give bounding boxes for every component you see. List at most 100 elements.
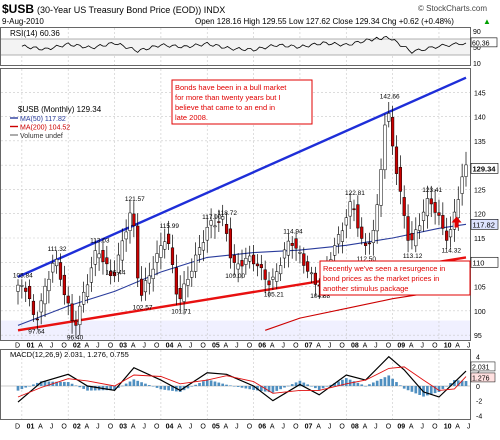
x-tick-label: A	[363, 424, 368, 431]
x-tick-label: 08	[351, 424, 359, 431]
macd-histogram-bar	[321, 386, 325, 389]
price-tick-label: 100	[474, 309, 486, 316]
price-title: $USB (Monthly) 129.34	[18, 105, 102, 114]
candle-body	[66, 295, 70, 304]
callout-box	[171, 79, 313, 125]
x-tick-label: O	[432, 343, 438, 350]
rsi-value-tag	[470, 37, 498, 48]
price-tag	[470, 219, 499, 230]
price-tick-label: 140	[474, 115, 486, 122]
x-tick-label: A	[177, 424, 182, 431]
callout-text: late 2008.	[175, 113, 208, 122]
candle-body	[244, 257, 248, 265]
candle-body	[379, 169, 383, 206]
x-tick-label: A	[224, 424, 229, 431]
candle-body	[429, 198, 433, 205]
price-value-label: 113.12	[403, 253, 423, 260]
candle-body	[340, 230, 345, 242]
macd-histogram-bar	[371, 382, 375, 386]
candle-body	[105, 257, 109, 265]
price-value-label: 102.57	[133, 304, 153, 311]
rsi-value-label: 60.36	[472, 40, 490, 47]
macd-title: MACD(12,26,9) 2.031, 1.276, 0.755	[10, 350, 129, 359]
macd-histogram-bar	[410, 386, 414, 392]
x-tick-label: J	[189, 343, 193, 350]
candle-body	[186, 279, 190, 286]
macd-histogram-bar	[70, 383, 74, 386]
price-value-label: 114.32	[442, 247, 462, 254]
x-tick-label: D	[15, 424, 20, 431]
macd-histogram-bar	[198, 382, 201, 386]
candle-body	[360, 226, 364, 239]
candle-body	[275, 271, 279, 282]
macd-histogram-bar	[341, 379, 344, 386]
macd-histogram-bar	[140, 382, 143, 386]
x-tick-label: J	[142, 343, 146, 350]
macd-histogram-bar	[109, 386, 113, 391]
legend-entry: MA(50) 117.82	[20, 116, 66, 123]
macd-tick-label: 0	[476, 384, 480, 391]
macd-histogram-bar	[395, 382, 398, 386]
candle-body	[116, 254, 121, 273]
macd-histogram-bar	[63, 381, 66, 386]
macd-tick-label: -4	[476, 413, 482, 420]
macd-histogram-bar	[59, 381, 62, 386]
macd-histogram-bar	[167, 386, 170, 391]
candle-body	[209, 220, 213, 226]
macd-histogram-bar	[221, 383, 225, 386]
macd-value-label: 2.031	[472, 364, 490, 371]
quote-label: Open 128.16 High 129.55 Low 127.62 Close…	[195, 17, 454, 26]
macd-histogram-bar	[360, 384, 364, 386]
x-tick-label: J	[50, 424, 54, 431]
price-value-label: 123.41	[422, 187, 442, 194]
x-tick-label: O	[247, 424, 253, 431]
macd-value-tag	[470, 361, 496, 372]
candle-body	[55, 259, 59, 267]
macd-histogram-bar	[171, 386, 174, 391]
candle-body	[97, 253, 101, 259]
x-tick-label: J	[96, 424, 100, 431]
macd-histogram-bar	[117, 386, 120, 388]
macd-histogram-bar	[375, 380, 379, 386]
x-tick-label: A	[131, 424, 136, 431]
x-tick-label: O	[108, 343, 114, 350]
date-label: 9-Aug-2010	[2, 17, 44, 26]
macd-signal-line	[17, 366, 467, 398]
macd-histogram-bar	[66, 382, 70, 386]
x-tick-label: O	[386, 424, 392, 431]
symbol-label: $USB	[2, 2, 34, 16]
macd-histogram-bar	[267, 386, 271, 393]
x-tick-label: J	[281, 343, 285, 350]
x-tick-label: O	[61, 424, 67, 431]
candle-body	[205, 226, 209, 241]
candle-body	[182, 283, 186, 302]
rsi-tick-label: 10	[473, 61, 481, 68]
rsi-panel	[0, 27, 471, 66]
macd-histogram-bar	[383, 377, 387, 386]
candle-body	[232, 255, 236, 263]
candle-body	[128, 212, 132, 231]
macd-histogram-bar	[163, 386, 167, 390]
macd-histogram-bar	[120, 385, 124, 387]
macd-histogram-bar	[82, 386, 85, 389]
macd-histogram-bar	[437, 386, 441, 392]
candle-body	[159, 245, 163, 258]
price-value-label: 112.50	[357, 256, 377, 263]
price-tick-label: 95	[474, 333, 482, 340]
candle-body	[433, 202, 437, 213]
rsi-line	[21, 36, 467, 54]
macd-histogram-bar	[352, 381, 356, 386]
price-value-label: 118.72	[218, 210, 238, 217]
candle-body	[410, 233, 414, 241]
macd-histogram-bar	[43, 381, 47, 386]
price-value-label: 121.57	[125, 196, 145, 203]
candle-body	[16, 284, 20, 292]
candle-body	[221, 216, 225, 220]
candle-body	[391, 117, 395, 147]
x-tick-label: D	[15, 343, 20, 350]
macd-histogram-bar	[329, 384, 333, 386]
macd-histogram-bar	[20, 386, 24, 390]
macd-histogram-bar	[178, 386, 182, 392]
candle-body	[39, 300, 43, 313]
x-tick-label: A	[316, 424, 321, 431]
